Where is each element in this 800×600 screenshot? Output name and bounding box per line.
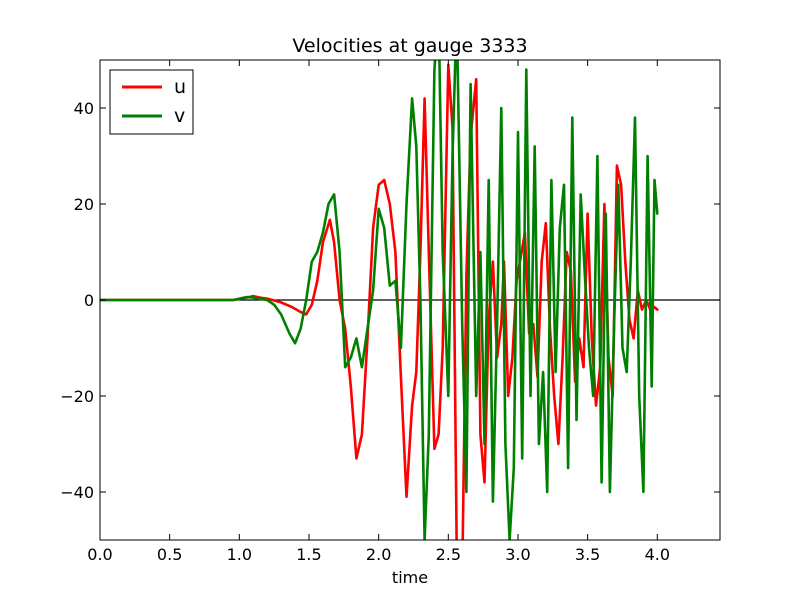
x-tick-label-0: 0.0: [87, 545, 112, 564]
x-tick-label-1: 0.5: [157, 545, 182, 564]
x-tick-label-8: 4.0: [645, 545, 670, 564]
chart-title: Velocities at gauge 3333: [292, 35, 527, 57]
series-line-u: [100, 63, 659, 540]
x-tick-label-6: 3.0: [505, 545, 530, 564]
x-tick-label-7: 3.5: [575, 545, 600, 564]
x-tick-label-4: 2.0: [366, 545, 391, 564]
y-tick-label-3: −20: [60, 387, 94, 406]
legend: u v: [109, 69, 194, 135]
x-tick-label-3: 1.5: [296, 545, 321, 564]
series-line-v: [100, 60, 659, 540]
x-tick-label-5: 2.5: [436, 545, 461, 564]
legend-label-v: v: [174, 105, 185, 127]
y-tick-label-2: 0: [84, 291, 94, 310]
y-tick-label-1: 20: [74, 195, 94, 214]
y-tick-label-4: −40: [60, 483, 94, 502]
x-axis-ticks: 0.0 0.5 1.0 1.5 2.0 2.5 3.0 3.5 4.0: [87, 60, 670, 564]
legend-box: [109, 69, 194, 135]
x-axis-label: time: [392, 568, 428, 587]
y-tick-label-0: 40: [74, 99, 94, 118]
y-axis-ticks: 40 20 0 −20 −40: [60, 99, 720, 502]
legend-label-u: u: [174, 76, 186, 98]
series-layer: [100, 60, 659, 540]
x-tick-label-2: 1.0: [227, 545, 252, 564]
